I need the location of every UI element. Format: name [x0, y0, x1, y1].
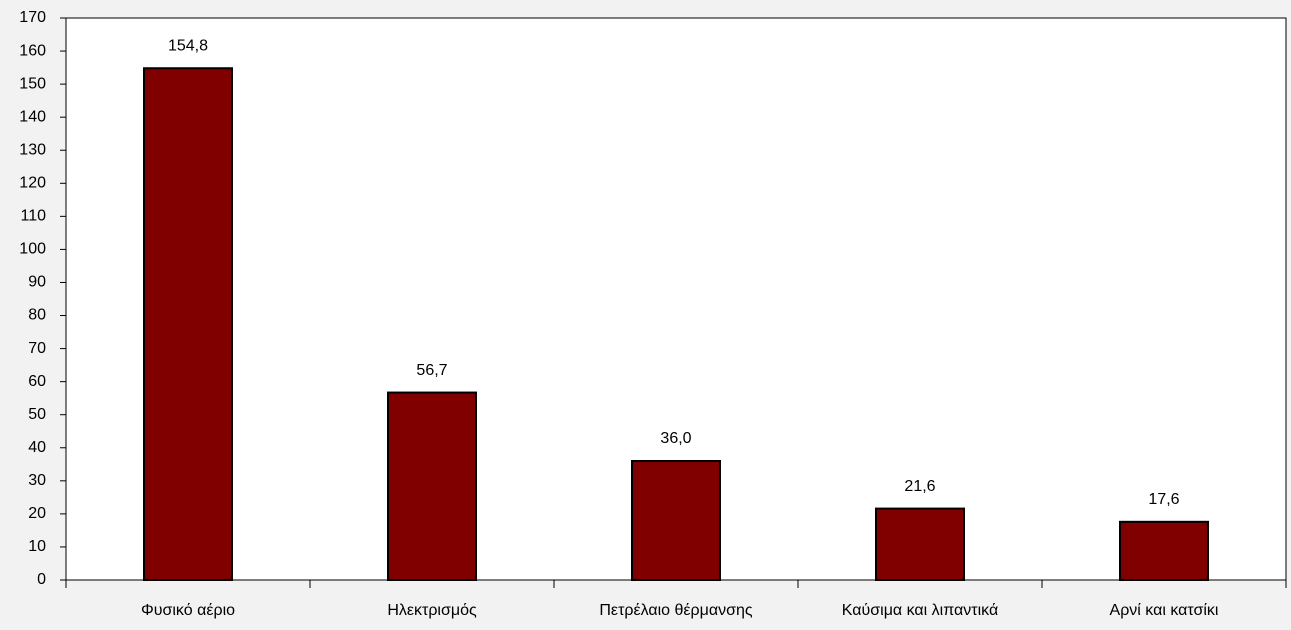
bar: [1119, 520, 1209, 581]
bar: [631, 459, 721, 581]
y-tick-label: 130: [19, 141, 46, 158]
y-tick-label: 160: [19, 42, 46, 59]
bar: [387, 391, 477, 581]
y-tick-label: 10: [28, 538, 46, 555]
y-tick-label: 70: [28, 340, 46, 357]
y-tick-label: 0: [37, 571, 46, 588]
y-tick-label: 40: [28, 439, 46, 456]
value-label: 56,7: [416, 362, 447, 379]
value-label: 154,8: [168, 37, 208, 54]
x-tick-label: Φυσικό αέριο: [141, 602, 235, 619]
y-tick-label: 140: [19, 108, 46, 125]
x-tick-label: Καύσιμα και λιπαντικά: [842, 602, 998, 619]
y-tick-label: 50: [28, 406, 46, 423]
value-label: 21,6: [904, 478, 935, 495]
bar: [875, 507, 965, 581]
y-tick-label: 110: [20, 208, 46, 225]
y-tick-label: 170: [19, 9, 46, 26]
x-tick-label: Ηλεκτρισμός: [387, 602, 477, 619]
y-tick-label: 30: [28, 472, 46, 489]
value-label: 17,6: [1148, 491, 1179, 508]
y-tick-label: 20: [28, 505, 46, 522]
y-tick-label: 80: [28, 307, 46, 324]
bar: [143, 67, 233, 581]
y-tick-label: 60: [28, 373, 46, 390]
y-tick-label: 120: [19, 175, 46, 192]
y-tick-label: 100: [19, 241, 46, 258]
x-tick-label: Πετρέλαιο θέρμανσης: [599, 602, 753, 619]
y-tick-label: 90: [28, 274, 46, 291]
value-label: 36,0: [660, 430, 691, 447]
y-tick-label: 150: [19, 75, 46, 92]
x-tick-label: Αρνί και κατσίκι: [1110, 602, 1219, 619]
